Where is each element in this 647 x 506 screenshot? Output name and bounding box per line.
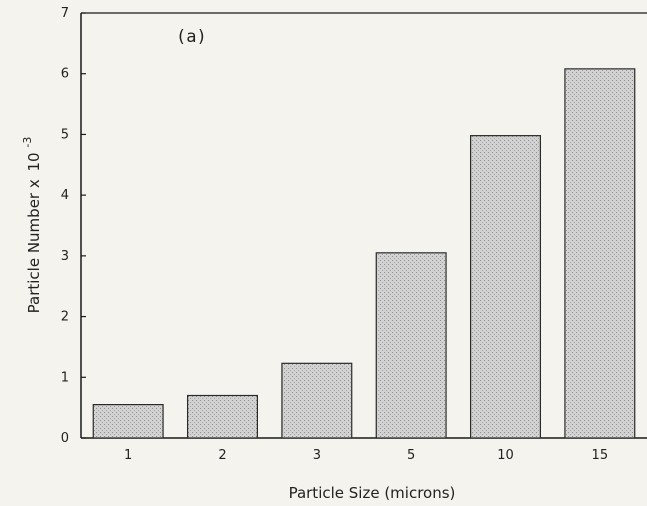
panel-label: (a) — [176, 27, 207, 47]
y-tick-label: 5 — [61, 127, 69, 142]
bar — [469, 135, 542, 439]
y-axis-title-exponent: -3 — [21, 137, 34, 148]
x-tick-label: 10 — [497, 448, 514, 463]
x-tick-label: 1 — [124, 448, 132, 463]
x-axis-title: Particle Size (microns) — [289, 484, 456, 502]
y-tick-label: 2 — [61, 310, 69, 325]
y-tick-label: 1 — [61, 370, 69, 385]
plot-frame — [80, 12, 647, 439]
bar — [281, 362, 353, 439]
x-axis-ticks: 1 2 3 5 10 15 — [124, 448, 608, 463]
y-tick-label: 3 — [61, 249, 69, 264]
bar-series — [92, 68, 636, 439]
x-tick-label: 15 — [592, 448, 609, 463]
y-axis-title: Particle Number x 10 -3 — [21, 137, 43, 314]
y-axis-ticks: 0 1 2 3 4 5 6 7 — [61, 6, 86, 446]
y-tick-label: 6 — [61, 67, 69, 82]
y-axis-title-base: 10 — [25, 152, 43, 171]
y-axis-title-main: Particle Number x — [25, 179, 43, 313]
x-tick-label: 5 — [407, 448, 415, 463]
y-tick-label: 0 — [61, 431, 69, 446]
x-tick-label: 2 — [218, 448, 226, 463]
bar — [375, 252, 447, 439]
bar — [564, 68, 636, 439]
bar — [186, 394, 259, 439]
x-tick-label: 3 — [313, 448, 321, 463]
y-tick-label: 7 — [61, 6, 69, 21]
bar — [92, 404, 164, 439]
y-tick-label: 4 — [61, 188, 69, 203]
